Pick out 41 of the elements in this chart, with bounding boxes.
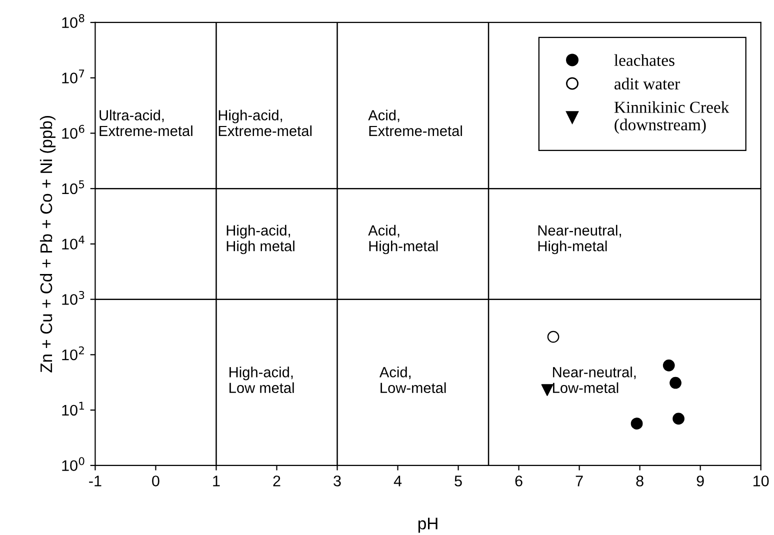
legend-label: adit water bbox=[614, 78, 680, 90]
annotation: Near-neutral, High-metal bbox=[538, 224, 621, 254]
annotation: Acid, High-metal bbox=[368, 224, 438, 254]
x-tick-label: 5 bbox=[454, 476, 462, 486]
y-axis-title: Zn + Cu + Cd + Pb + Co + Ni (ppb) bbox=[40, 116, 56, 372]
x-tick-label: 7 bbox=[576, 476, 583, 486]
x-tick-label: 3 bbox=[334, 476, 341, 486]
x-tick-label: -1 bbox=[89, 476, 102, 486]
y-tick-label: 10$^{4}$ bbox=[62, 236, 84, 250]
x-tick-label: 4 bbox=[394, 476, 402, 486]
x-tick-label: 10 bbox=[754, 476, 769, 486]
y-tick-label: 10$^{6}$ bbox=[62, 124, 84, 139]
y-tick-label: 10$^{8}$ bbox=[62, 14, 84, 28]
x-tick-label: 0 bbox=[152, 476, 160, 486]
y-tick-label: 10$^{1}$ bbox=[62, 402, 84, 416]
x-axis-title: pH bbox=[418, 518, 438, 533]
x-tick-label: 9 bbox=[696, 476, 704, 486]
y-tick-label: 10$^{7}$ bbox=[62, 70, 84, 84]
point bbox=[662, 360, 675, 372]
point bbox=[547, 330, 560, 343]
x-tick-label: 1 bbox=[213, 476, 220, 486]
point bbox=[670, 376, 682, 389]
legend-label: Kinnikinic Creek (downstream) bbox=[614, 101, 730, 134]
annotation: Acid, Low-metal bbox=[379, 366, 446, 394]
y-tick-label: 10$^{5}$ bbox=[62, 180, 84, 194]
point bbox=[541, 384, 554, 396]
annotation: High-acid, Extreme-metal bbox=[218, 110, 312, 136]
annotation: Ultra-acid, Extreme-metal bbox=[100, 110, 192, 136]
annotation: Near-neutral, Low-metal bbox=[553, 366, 636, 394]
y-tick-label: 10$^{0}$ bbox=[62, 457, 84, 472]
point bbox=[630, 418, 643, 430]
annotation: High-acid, High metal bbox=[226, 224, 294, 254]
y-tick-label: 10$^{3}$ bbox=[62, 290, 84, 305]
point bbox=[672, 412, 684, 425]
x-tick-label: 2 bbox=[273, 476, 280, 486]
x-tick-label: 8 bbox=[636, 476, 644, 486]
legend-label: leachates bbox=[614, 54, 674, 66]
annotation: High-acid, Low metal bbox=[230, 366, 294, 394]
annotation: Acid, Extreme-metal bbox=[368, 110, 462, 136]
x-tick-label: 6 bbox=[515, 476, 522, 486]
y-tick-label: 10$^{2}$ bbox=[62, 346, 84, 360]
